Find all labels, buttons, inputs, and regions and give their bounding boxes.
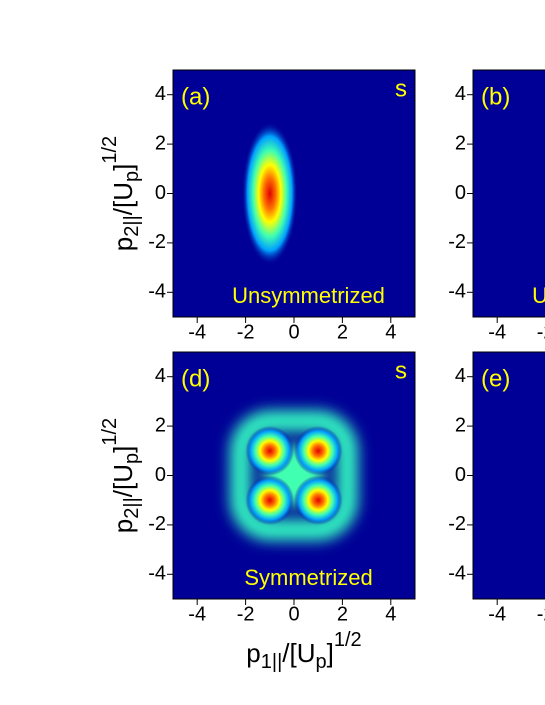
y-tick-label: -4 bbox=[448, 563, 466, 585]
y-tick-label: -2 bbox=[148, 513, 166, 535]
y-tick-label: -4 bbox=[148, 563, 166, 585]
x-tick-label: -2 bbox=[237, 321, 255, 343]
y-tick-label: 4 bbox=[155, 365, 166, 387]
density-ring bbox=[229, 410, 359, 541]
axis-label-part: ] bbox=[108, 164, 138, 171]
x-tick-label: 4 bbox=[385, 603, 396, 625]
x-tick-label: -2 bbox=[237, 603, 255, 625]
y-tick-label: -2 bbox=[448, 231, 466, 253]
y-tick-label: 0 bbox=[155, 464, 166, 486]
panel-label: (d) bbox=[181, 365, 210, 392]
density bbox=[241, 121, 298, 266]
axis-label-part: 1/2 bbox=[99, 418, 121, 446]
corner-label: s bbox=[395, 75, 407, 102]
y-tick-label: 2 bbox=[455, 414, 466, 436]
axis-label-part: p bbox=[246, 638, 260, 668]
annotation: Symmetrized bbox=[244, 565, 372, 590]
plot-background bbox=[473, 70, 545, 317]
plot-background bbox=[473, 352, 545, 599]
y-tick-label: -2 bbox=[148, 231, 166, 253]
y-tick-label: 0 bbox=[455, 464, 466, 486]
x-tick-label: 4 bbox=[385, 321, 396, 343]
panel-label: (b) bbox=[481, 83, 510, 110]
annotation: Unsymmetrized bbox=[532, 283, 545, 308]
y-tick-label: 2 bbox=[455, 132, 466, 154]
axis-label-part: ] bbox=[327, 638, 334, 668]
y-tick-label: -4 bbox=[148, 281, 166, 303]
density-peak bbox=[241, 121, 298, 266]
y-tick-label: 0 bbox=[455, 182, 466, 204]
axis-label-part: p bbox=[121, 171, 143, 182]
panel-label: (e) bbox=[481, 365, 510, 392]
axis-label-part: 2|| bbox=[121, 497, 143, 519]
density-peak bbox=[294, 426, 343, 476]
axis-label-part: 1/2 bbox=[334, 629, 362, 651]
y-tick-label: -2 bbox=[448, 513, 466, 535]
density-peak bbox=[245, 426, 294, 476]
y-tick-label: 4 bbox=[455, 365, 466, 387]
axis-label-part: p bbox=[121, 453, 143, 464]
x-tick-label: -4 bbox=[488, 603, 506, 625]
y-tick-label: 0 bbox=[155, 182, 166, 204]
axis-label-part: /[U bbox=[282, 638, 315, 668]
density bbox=[229, 410, 359, 541]
axis-label: p2||/[Up]1/2 bbox=[99, 418, 143, 533]
axis-label-part: ] bbox=[108, 446, 138, 453]
y-tick-label: 2 bbox=[155, 132, 166, 154]
x-tick-label: -2 bbox=[537, 321, 545, 343]
x-tick-label: 0 bbox=[288, 321, 299, 343]
y-tick-label: -4 bbox=[448, 281, 466, 303]
y-tick-label: 4 bbox=[455, 83, 466, 105]
axis-label-part: 2|| bbox=[121, 215, 143, 237]
axis-label: p2||/[Up]1/2 bbox=[99, 136, 143, 251]
corner-label: s bbox=[395, 357, 407, 384]
annotation: Unsymmetrized bbox=[232, 283, 385, 308]
axis-label-part: 1|| bbox=[261, 651, 283, 673]
x-tick-label: 2 bbox=[337, 321, 348, 343]
axis-label-part: p bbox=[316, 651, 327, 673]
axis-label-part: p bbox=[108, 237, 138, 251]
density-peak bbox=[245, 475, 294, 525]
panel-label: (a) bbox=[181, 83, 210, 110]
axis-label-part: /[U bbox=[108, 464, 138, 497]
x-tick-label: -4 bbox=[188, 603, 206, 625]
x-tick-label: -4 bbox=[188, 321, 206, 343]
x-tick-label: 0 bbox=[288, 603, 299, 625]
axis-label-part: /[U bbox=[108, 182, 138, 215]
axis-label: p1||/[Up]1/2 bbox=[246, 629, 361, 673]
x-tick-label: 2 bbox=[337, 603, 348, 625]
density-peak bbox=[294, 475, 343, 525]
y-tick-label: 4 bbox=[155, 83, 166, 105]
axis-label-part: 1/2 bbox=[99, 136, 121, 164]
x-tick-label: -2 bbox=[537, 603, 545, 625]
axis-label-part: p bbox=[108, 519, 138, 533]
x-tick-label: -4 bbox=[488, 321, 506, 343]
y-tick-label: 2 bbox=[155, 414, 166, 436]
